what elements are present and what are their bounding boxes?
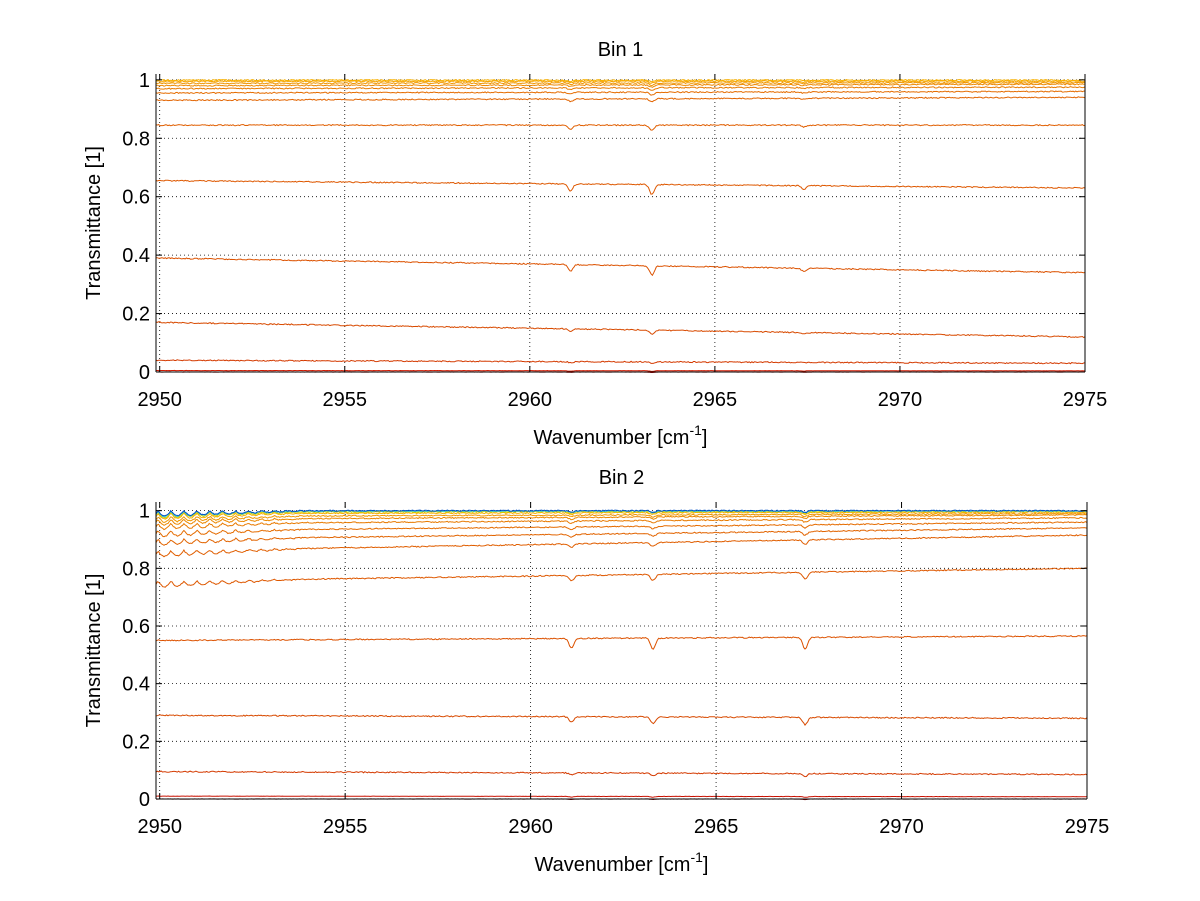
chart-bin-1: 2950 2955 2960 2965 2970 2975 0 0.2 0.4 0.6 0.8 1 Bi… bbox=[83, 39, 1107, 449]
series-line-5 bbox=[155, 179, 1086, 195]
x-tick-label: 2975 bbox=[1063, 389, 1108, 411]
series-line-10 bbox=[155, 513, 1088, 526]
x-tick-label: 2965 bbox=[693, 389, 738, 411]
y-tick-label: 0.8 bbox=[122, 128, 150, 150]
series-line-10 bbox=[155, 83, 1086, 88]
x-tick-label: 2955 bbox=[323, 816, 368, 838]
series-line-2 bbox=[155, 359, 1086, 365]
y-tick-label: 0.8 bbox=[122, 558, 150, 580]
x-tick-label: 2970 bbox=[879, 816, 924, 838]
series-line-9 bbox=[155, 86, 1086, 91]
x-axis-label-suffix: ] bbox=[702, 427, 708, 449]
y-tick-label: 0.6 bbox=[122, 187, 150, 209]
series-line-13 bbox=[155, 78, 1086, 83]
series-line-4 bbox=[155, 257, 1086, 277]
series-line-6 bbox=[155, 123, 1086, 131]
y-tick-label: 1 bbox=[139, 501, 150, 523]
y-tick-label: 0.6 bbox=[122, 616, 150, 638]
series-line-13 bbox=[155, 510, 1088, 519]
y-axis-label: Transmittance [1] bbox=[83, 574, 105, 728]
series-line-7 bbox=[155, 96, 1086, 103]
plot-area bbox=[156, 502, 1087, 799]
series-line-3 bbox=[155, 714, 1088, 726]
x-tick-label: 2950 bbox=[137, 389, 182, 411]
chart-title: Bin 2 bbox=[599, 467, 645, 489]
x-axis-label: Wavenumber [cm-1] bbox=[534, 422, 708, 449]
series-line-5 bbox=[155, 567, 1088, 588]
series-line-9 bbox=[155, 516, 1088, 531]
x-tick-label: 2960 bbox=[508, 816, 553, 838]
series-line-11 bbox=[155, 512, 1088, 524]
y-tick-label: 0.4 bbox=[122, 245, 150, 267]
y-tick-label: 0 bbox=[139, 789, 150, 811]
series-line-4 bbox=[155, 635, 1088, 650]
series-line-6 bbox=[155, 534, 1088, 558]
y-tick-label: 0.2 bbox=[122, 304, 150, 326]
y-tick-label: 0.2 bbox=[122, 731, 150, 753]
series-line-11 bbox=[155, 81, 1086, 87]
x-tick-label: 2960 bbox=[508, 389, 553, 411]
series-line-8 bbox=[155, 90, 1086, 96]
x-axis-label-main: Wavenumber [cm bbox=[534, 427, 690, 449]
x-tick-label: 2970 bbox=[878, 389, 923, 411]
x-axis-label-superscript: -1 bbox=[689, 422, 702, 438]
chart-title: Bin 1 bbox=[598, 39, 644, 61]
x-axis-label-superscript: -1 bbox=[690, 849, 703, 865]
series-line-7 bbox=[155, 527, 1088, 546]
x-axis-label-main: Wavenumber [cm bbox=[535, 854, 691, 876]
x-tick-label: 2975 bbox=[1065, 816, 1110, 838]
series-line-8 bbox=[155, 521, 1088, 538]
series-group bbox=[155, 78, 1086, 373]
chart-bin-2: 2950 2955 2960 2965 2970 2975 0 0.2 0.4 0.6 0.8 1 Bi… bbox=[83, 467, 1109, 876]
x-axis-label-suffix: ] bbox=[703, 854, 709, 876]
y-tick-label: 0.4 bbox=[122, 674, 150, 696]
y-tick-label: 1 bbox=[139, 70, 150, 92]
series-line-2 bbox=[155, 770, 1088, 778]
series-line-3 bbox=[155, 321, 1086, 339]
y-axis-label: Transmittance [1] bbox=[83, 146, 105, 300]
series-line-1 bbox=[156, 369, 1085, 372]
series-line-15 bbox=[155, 509, 1088, 517]
plot-area bbox=[156, 74, 1085, 372]
x-tick-label: 2950 bbox=[137, 816, 182, 838]
y-tick-label: 0 bbox=[139, 362, 150, 384]
x-tick-label: 2955 bbox=[323, 389, 368, 411]
x-tick-label: 2965 bbox=[694, 816, 739, 838]
series-line-1 bbox=[155, 795, 1087, 798]
x-axis-label: Wavenumber [cm-1] bbox=[535, 849, 709, 876]
